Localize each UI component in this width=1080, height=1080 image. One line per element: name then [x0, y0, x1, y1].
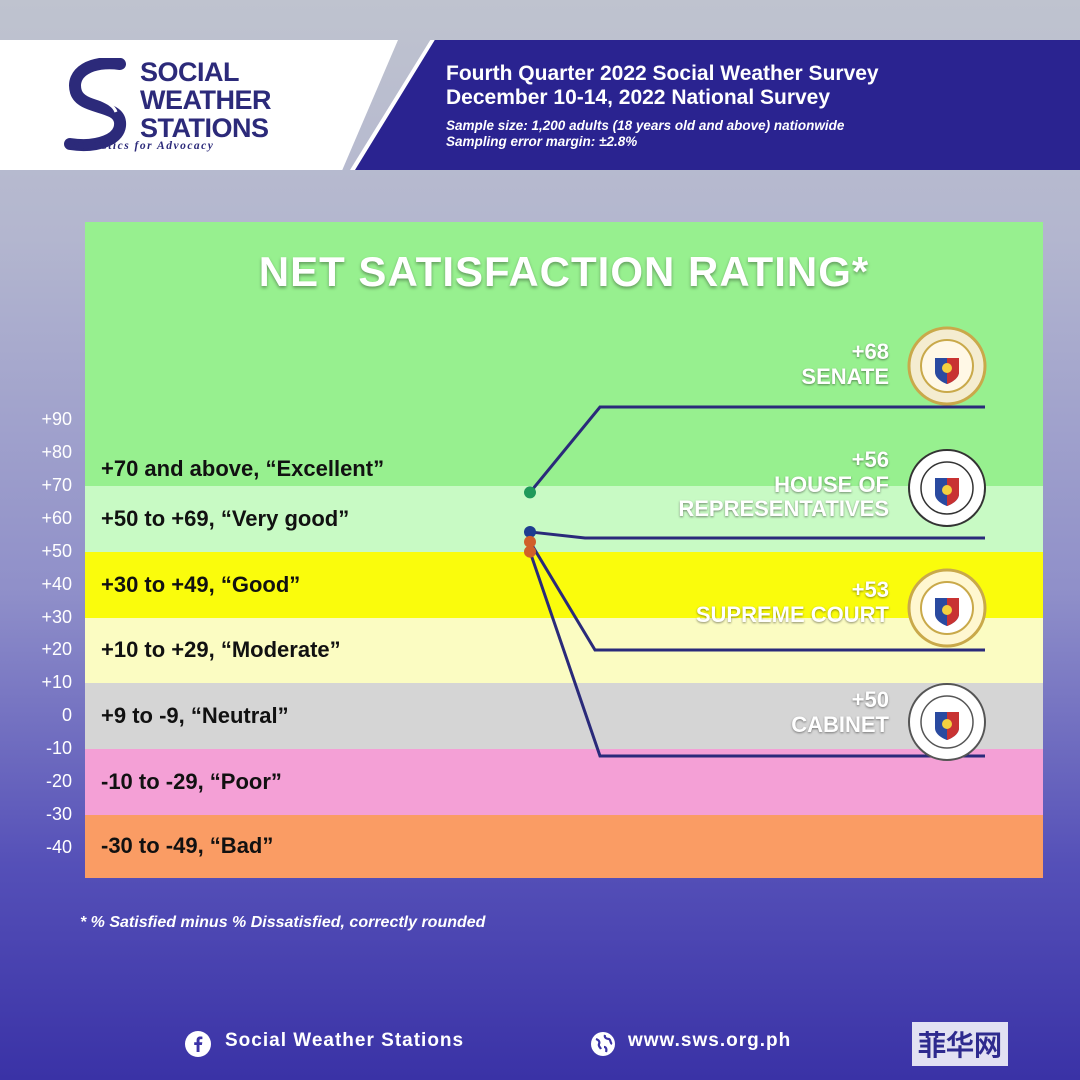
y-tick-label: -20 [45, 771, 72, 792]
y-tick-label: +80 [41, 441, 72, 462]
series-point-supreme-court [524, 535, 536, 548]
institution-name: CABINET [791, 712, 889, 737]
logo-tagline: Statistics for Advocacy [73, 140, 215, 152]
band-4 [85, 683, 1043, 750]
series-line-cabinet [528, 551, 985, 758]
band-0 [85, 222, 1043, 486]
band-label: +10 to +29, “Moderate” [101, 637, 341, 663]
senate-seal-icon [907, 326, 987, 406]
institution-value: +50 [851, 687, 889, 712]
series-line-supreme-court [528, 541, 985, 652]
series-line-house-of-representatives [529, 530, 985, 540]
band-2 [85, 551, 1043, 618]
net-satisfaction-chart: +70 and above, “Excellent” +50 to +69, “V… [85, 222, 1043, 878]
y-tick-label: 0 [61, 705, 72, 726]
watermark: 菲华网 [912, 1022, 1009, 1066]
y-tick-label: +50 [41, 540, 72, 561]
y-tick-label: +60 [41, 507, 72, 528]
institution-value: +68 [851, 339, 889, 364]
band-label: -10 to -29, “Poor” [101, 769, 282, 795]
institution-value: +56 [851, 447, 889, 472]
institution-name: SUPREME COURT [695, 602, 889, 627]
sws-logo-icon [64, 58, 126, 151]
logo-wordmark: SOCIAL WEATHER STATIONS [140, 57, 272, 143]
y-tick-label: -40 [45, 837, 72, 857]
band-label: +9 to -9, “Neutral” [101, 703, 289, 729]
website-link[interactable]: www.sws.org.ph [628, 1030, 792, 1051]
band-label: -30 to -49, “Bad” [101, 833, 274, 859]
band-label: +30 to +49, “Good” [101, 571, 301, 597]
series-point-house-of-representatives [524, 525, 536, 538]
band-6 [85, 815, 1043, 878]
institution-name: SENATE [801, 364, 889, 389]
survey-title: Fourth Quarter 2022 Social Weather Surve… [446, 62, 879, 109]
y-tick-label: +30 [41, 606, 72, 627]
y-tick-label: +70 [41, 474, 72, 495]
series-point-cabinet [524, 545, 536, 558]
y-tick-label: +40 [41, 573, 72, 594]
band-label: +50 to +69, “Very good” [101, 505, 350, 531]
footnote: * % Satisfied minus % Dissatisfied, corr… [80, 914, 486, 931]
y-tick-label: -10 [45, 738, 72, 759]
band-label: +70 and above, “Excellent” [101, 456, 385, 482]
band-5 [85, 749, 1043, 816]
globe-icon[interactable] [590, 1031, 616, 1057]
survey-details: Sample size: 1,200 adults (18 years old … [446, 118, 845, 149]
institution-name: HOUSE OF REPRESENTATIVES [678, 472, 889, 521]
y-tick-label: +90 [41, 409, 72, 429]
series-lines [524, 405, 985, 758]
cabinet-seal-icon [908, 683, 986, 761]
house-seal-icon [908, 449, 986, 527]
band-1 [85, 485, 1043, 552]
facebook-link[interactable]: Social Weather Stations [225, 1030, 465, 1051]
header-band [355, 40, 1080, 170]
series-point-senate [524, 486, 536, 499]
chart-title: NET SATISFACTION RATING* [258, 248, 870, 295]
institution-value: +53 [851, 577, 889, 602]
y-tick-label: -30 [45, 804, 72, 825]
y-tick-label: +20 [41, 639, 72, 660]
facebook-icon[interactable] [185, 1031, 211, 1057]
supreme-court-seal-icon [907, 568, 987, 648]
series-line-senate [528, 405, 985, 494]
y-tick-label: +10 [41, 672, 72, 693]
